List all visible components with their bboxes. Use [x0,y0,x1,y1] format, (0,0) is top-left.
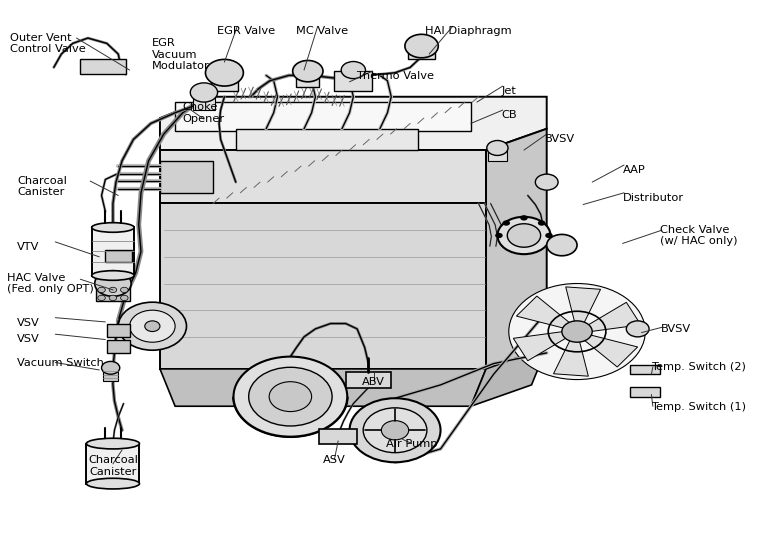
Bar [96,284,129,301]
Ellipse shape [86,438,139,449]
Text: AAP: AAP [622,165,645,175]
Text: BVSV: BVSV [545,134,575,144]
Bar [92,227,134,276]
Text: Choke
Opener: Choke Opener [182,102,225,124]
Circle shape [95,271,131,296]
Bar [107,324,129,337]
Bar [630,387,661,396]
Circle shape [129,310,175,342]
Circle shape [509,284,645,379]
Text: Charcoal
Canister: Charcoal Canister [18,175,67,197]
Bar [80,59,126,74]
Polygon shape [471,348,547,406]
Circle shape [249,368,332,426]
Text: BVSV: BVSV [661,324,691,333]
Circle shape [121,287,128,293]
Bar [630,365,661,374]
Circle shape [497,217,551,254]
Circle shape [293,60,323,82]
Text: Vacuum Switch: Vacuum Switch [18,358,104,368]
Circle shape [190,83,218,102]
Polygon shape [160,150,486,203]
Bar [408,46,435,59]
Circle shape [626,321,649,337]
Polygon shape [517,296,571,328]
Bar [320,429,357,444]
Circle shape [206,59,243,86]
Text: HAC Valve
(Fed. only OPT): HAC Valve (Fed. only OPT) [7,273,93,294]
Polygon shape [175,102,471,132]
Text: CB: CB [501,110,517,120]
Circle shape [538,220,545,226]
Text: EGR
Vacuum
Modulator: EGR Vacuum Modulator [152,38,210,71]
Text: EGR Valve: EGR Valve [217,26,275,36]
Circle shape [507,224,541,247]
Circle shape [341,62,366,79]
Bar [103,368,119,381]
Circle shape [363,408,427,453]
Text: Thermo Valve: Thermo Valve [356,71,434,81]
Circle shape [495,233,503,238]
Bar [105,250,132,262]
Polygon shape [160,203,486,369]
Polygon shape [160,97,547,150]
Bar [334,71,372,91]
Polygon shape [566,287,601,323]
Circle shape [98,295,105,301]
Polygon shape [236,129,418,150]
Text: Distributor: Distributor [622,193,684,203]
Polygon shape [554,340,588,376]
Circle shape [381,421,409,440]
Text: MC Valve: MC Valve [296,26,349,36]
Circle shape [145,321,160,332]
Circle shape [521,215,527,220]
Text: ASV: ASV [323,455,346,465]
Circle shape [547,234,577,256]
Circle shape [233,357,347,437]
Bar [192,93,216,110]
Bar [346,371,391,387]
Text: Charcoal
Canister: Charcoal Canister [88,455,138,477]
Text: Temp. Switch (2): Temp. Switch (2) [651,363,746,372]
Bar [296,70,320,87]
Ellipse shape [92,223,134,232]
Circle shape [405,34,438,58]
Text: HAI Diaphragm: HAI Diaphragm [425,26,512,36]
Ellipse shape [92,271,134,280]
Circle shape [119,302,186,350]
Circle shape [109,295,117,301]
Circle shape [98,287,105,293]
Circle shape [350,398,440,462]
Text: Temp. Switch (1): Temp. Switch (1) [651,402,746,412]
Circle shape [562,321,592,342]
Bar [488,148,507,161]
Circle shape [270,381,312,411]
Polygon shape [160,161,213,193]
Circle shape [109,287,117,293]
Polygon shape [584,335,638,367]
Text: VSV: VSV [18,334,40,344]
Ellipse shape [86,478,139,489]
Polygon shape [486,129,547,369]
Polygon shape [514,332,567,361]
Text: ABV: ABV [363,377,385,387]
Circle shape [102,362,120,374]
Text: Jet: Jet [501,86,516,96]
Bar [107,340,129,353]
Text: Air Pump: Air Pump [386,439,437,449]
Polygon shape [160,369,486,406]
Text: VTV: VTV [18,242,40,252]
Text: VSV: VSV [18,318,40,327]
Circle shape [487,141,508,156]
Circle shape [545,233,553,238]
Text: Check Valve
(w/ HAC only): Check Valve (w/ HAC only) [661,225,738,247]
Bar [211,73,238,91]
Bar [86,444,139,484]
Polygon shape [588,302,641,332]
Circle shape [535,174,558,190]
Circle shape [121,295,128,301]
Circle shape [503,220,510,226]
Text: Outer Vent
Control Valve: Outer Vent Control Valve [10,33,85,55]
